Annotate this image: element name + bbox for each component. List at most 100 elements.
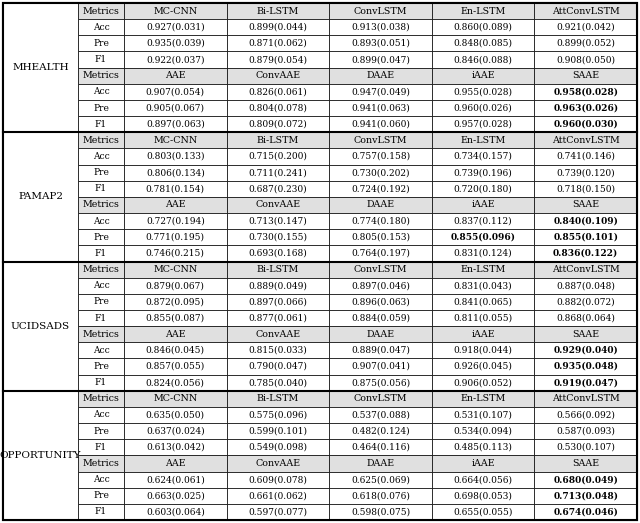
Bar: [124, 51, 227, 67]
Bar: [329, 374, 432, 391]
Bar: [78, 3, 124, 19]
Text: 0.674(0.046): 0.674(0.046): [553, 507, 618, 516]
Bar: [432, 472, 534, 487]
Bar: [534, 472, 637, 487]
Bar: [227, 213, 329, 229]
Text: 0.957(0.028): 0.957(0.028): [454, 120, 513, 129]
Text: 0.836(0.122): 0.836(0.122): [553, 249, 618, 258]
Bar: [124, 100, 227, 116]
Bar: [432, 165, 534, 181]
Bar: [227, 165, 329, 181]
Bar: [227, 472, 329, 487]
Bar: [432, 197, 534, 213]
Text: 0.841(0.065): 0.841(0.065): [454, 298, 513, 306]
Text: 0.846(0.045): 0.846(0.045): [146, 346, 205, 355]
Bar: [124, 181, 227, 197]
Text: AttConvLSTM: AttConvLSTM: [552, 394, 620, 403]
Bar: [124, 132, 227, 149]
Text: 0.935(0.039): 0.935(0.039): [146, 39, 205, 48]
Bar: [329, 278, 432, 294]
Bar: [534, 229, 637, 245]
Text: 0.848(0.085): 0.848(0.085): [454, 39, 513, 48]
Bar: [534, 84, 637, 100]
Bar: [78, 278, 124, 294]
Bar: [78, 132, 124, 149]
Bar: [329, 294, 432, 310]
Bar: [227, 407, 329, 423]
Bar: [227, 181, 329, 197]
Text: Metrics: Metrics: [83, 459, 120, 468]
Bar: [227, 391, 329, 407]
Text: MC-CNN: MC-CNN: [153, 7, 197, 16]
Bar: [534, 3, 637, 19]
Bar: [329, 149, 432, 165]
Text: SAAE: SAAE: [572, 459, 599, 468]
Text: Pre: Pre: [93, 298, 109, 306]
Bar: [3, 262, 78, 391]
Text: AAE: AAE: [165, 200, 186, 209]
Bar: [78, 391, 124, 407]
Text: ConvAAE: ConvAAE: [255, 200, 300, 209]
Bar: [432, 278, 534, 294]
Bar: [227, 262, 329, 278]
Text: 0.718(0.150): 0.718(0.150): [556, 184, 615, 194]
Text: F1: F1: [95, 120, 107, 129]
Bar: [432, 407, 534, 423]
Bar: [124, 213, 227, 229]
Bar: [78, 472, 124, 487]
Text: DAAE: DAAE: [367, 71, 395, 80]
Bar: [432, 342, 534, 358]
Bar: [329, 132, 432, 149]
Text: 0.724(0.192): 0.724(0.192): [351, 184, 410, 194]
Bar: [78, 294, 124, 310]
Bar: [78, 100, 124, 116]
Bar: [78, 487, 124, 504]
Text: ConvLSTM: ConvLSTM: [354, 7, 407, 16]
Text: iAAE: iAAE: [471, 459, 495, 468]
Text: 0.860(0.089): 0.860(0.089): [454, 22, 513, 32]
Bar: [124, 439, 227, 456]
Bar: [78, 310, 124, 326]
Bar: [227, 487, 329, 504]
Text: 0.635(0.050): 0.635(0.050): [146, 411, 205, 419]
Bar: [432, 229, 534, 245]
Text: UCIDSADS: UCIDSADS: [11, 322, 70, 331]
Text: ConvAAE: ConvAAE: [255, 459, 300, 468]
Bar: [329, 213, 432, 229]
Bar: [227, 149, 329, 165]
Bar: [432, 116, 534, 132]
Text: AAE: AAE: [165, 71, 186, 80]
Text: 0.855(0.101): 0.855(0.101): [553, 233, 618, 242]
Bar: [534, 36, 637, 51]
Bar: [432, 374, 534, 391]
Bar: [227, 36, 329, 51]
Bar: [329, 67, 432, 84]
Bar: [227, 456, 329, 472]
Bar: [534, 423, 637, 439]
Bar: [534, 439, 637, 456]
Bar: [78, 326, 124, 342]
Bar: [432, 149, 534, 165]
Text: 0.811(0.055): 0.811(0.055): [454, 314, 513, 323]
Text: 0.625(0.069): 0.625(0.069): [351, 475, 410, 484]
Text: 0.926(0.045): 0.926(0.045): [454, 362, 513, 371]
Bar: [124, 278, 227, 294]
Bar: [227, 278, 329, 294]
Bar: [432, 262, 534, 278]
Bar: [124, 67, 227, 84]
Text: Acc: Acc: [93, 281, 109, 290]
Bar: [124, 149, 227, 165]
Bar: [534, 278, 637, 294]
Bar: [78, 84, 124, 100]
Text: En-LSTM: En-LSTM: [460, 394, 506, 403]
Bar: [124, 165, 227, 181]
Text: F1: F1: [95, 443, 107, 452]
Bar: [227, 67, 329, 84]
Bar: [534, 326, 637, 342]
Text: AAE: AAE: [165, 329, 186, 339]
Bar: [124, 3, 227, 19]
Bar: [227, 342, 329, 358]
Bar: [534, 51, 637, 67]
Bar: [3, 391, 78, 520]
Bar: [534, 342, 637, 358]
